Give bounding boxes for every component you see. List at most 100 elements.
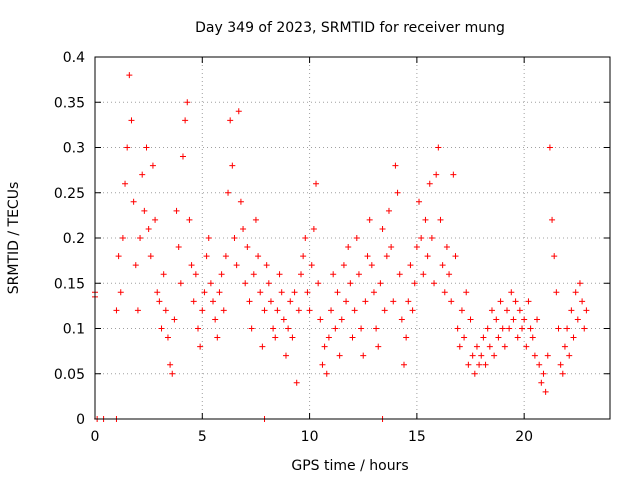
data-point — [544, 352, 551, 359]
y-axis-label: SRMTID / TECUs — [6, 182, 22, 295]
data-point — [158, 325, 165, 332]
y-tick-label: 0.4 — [63, 50, 85, 66]
data-point — [147, 253, 154, 260]
data-point — [285, 325, 292, 332]
data-point — [184, 99, 191, 106]
data-point — [403, 334, 410, 341]
data-point — [242, 280, 249, 287]
data-point — [383, 253, 390, 260]
data-point — [218, 271, 225, 278]
data-point — [482, 361, 489, 368]
data-point — [360, 352, 367, 359]
x-tick-label: 0 — [91, 429, 100, 445]
data-point — [295, 307, 302, 314]
data-point — [274, 307, 281, 314]
data-point — [227, 117, 234, 124]
data-point — [437, 216, 444, 223]
data-point — [182, 117, 189, 124]
data-point — [473, 343, 480, 350]
data-point — [325, 334, 332, 341]
data-point — [149, 162, 156, 169]
data-point — [334, 289, 341, 296]
data-point — [347, 280, 354, 287]
data-point — [313, 180, 320, 187]
data-point — [349, 334, 356, 341]
data-point — [531, 352, 538, 359]
data-point — [270, 325, 277, 332]
data-point — [435, 144, 442, 151]
data-point — [126, 72, 133, 79]
data-point — [375, 343, 382, 350]
data-point — [385, 207, 392, 214]
data-point — [420, 271, 427, 278]
data-point — [398, 316, 405, 323]
data-point — [263, 262, 270, 269]
data-point — [405, 298, 412, 305]
data-point — [433, 171, 440, 178]
data-point — [119, 235, 126, 241]
data-point — [345, 244, 352, 251]
data-point — [302, 235, 309, 241]
data-point — [190, 298, 197, 305]
data-point — [381, 307, 388, 314]
data-point — [130, 198, 137, 205]
data-point — [141, 207, 148, 214]
data-point — [291, 289, 298, 296]
data-point — [272, 334, 279, 341]
data-point — [583, 307, 590, 314]
data-point — [351, 307, 358, 314]
data-point — [448, 298, 455, 305]
data-point — [257, 289, 264, 296]
data-point — [321, 343, 328, 350]
data-point — [553, 289, 560, 296]
data-point — [358, 325, 365, 332]
data-point — [278, 289, 285, 296]
data-point — [164, 334, 171, 341]
x-tick-label: 10 — [301, 429, 319, 445]
plot-frame — [94, 56, 611, 420]
data-point — [572, 289, 579, 296]
data-point — [561, 343, 568, 350]
data-point — [186, 216, 193, 223]
data-point — [370, 289, 377, 296]
y-tick-label: 0.15 — [54, 276, 85, 292]
data-point — [463, 289, 470, 296]
data-point — [538, 379, 545, 386]
data-point — [452, 253, 459, 260]
data-point — [261, 307, 268, 314]
data-point — [139, 171, 146, 178]
data-point — [128, 117, 135, 124]
data-point — [534, 316, 541, 323]
data-point — [298, 271, 304, 278]
x-axis-label: GPS time / hours — [291, 458, 408, 474]
x-tick-label: 5 — [198, 429, 207, 445]
data-point — [508, 289, 515, 296]
data-point — [214, 334, 221, 341]
data-point — [336, 352, 343, 359]
data-point — [300, 253, 307, 260]
data-point — [267, 298, 274, 305]
data-point — [310, 225, 317, 232]
data-point — [568, 307, 575, 314]
data-point — [315, 280, 322, 287]
y-tick-label: 0.3 — [63, 141, 85, 157]
data-point — [197, 343, 204, 350]
data-point — [171, 316, 178, 323]
data-point — [287, 298, 294, 305]
data-point — [124, 144, 131, 151]
data-point — [413, 244, 420, 251]
data-point — [152, 216, 159, 223]
data-point — [252, 216, 259, 223]
data-point — [233, 262, 240, 269]
data-point — [401, 361, 407, 368]
data-point — [248, 325, 255, 332]
data-point — [471, 370, 478, 377]
data-point — [280, 316, 287, 323]
data-point — [222, 253, 229, 260]
chart-title: Day 349 of 2023, SRMTID for receiver mun… — [195, 20, 505, 36]
data-point — [476, 361, 483, 368]
data-point — [424, 253, 431, 260]
data-point — [525, 298, 532, 305]
data-point — [581, 325, 588, 332]
